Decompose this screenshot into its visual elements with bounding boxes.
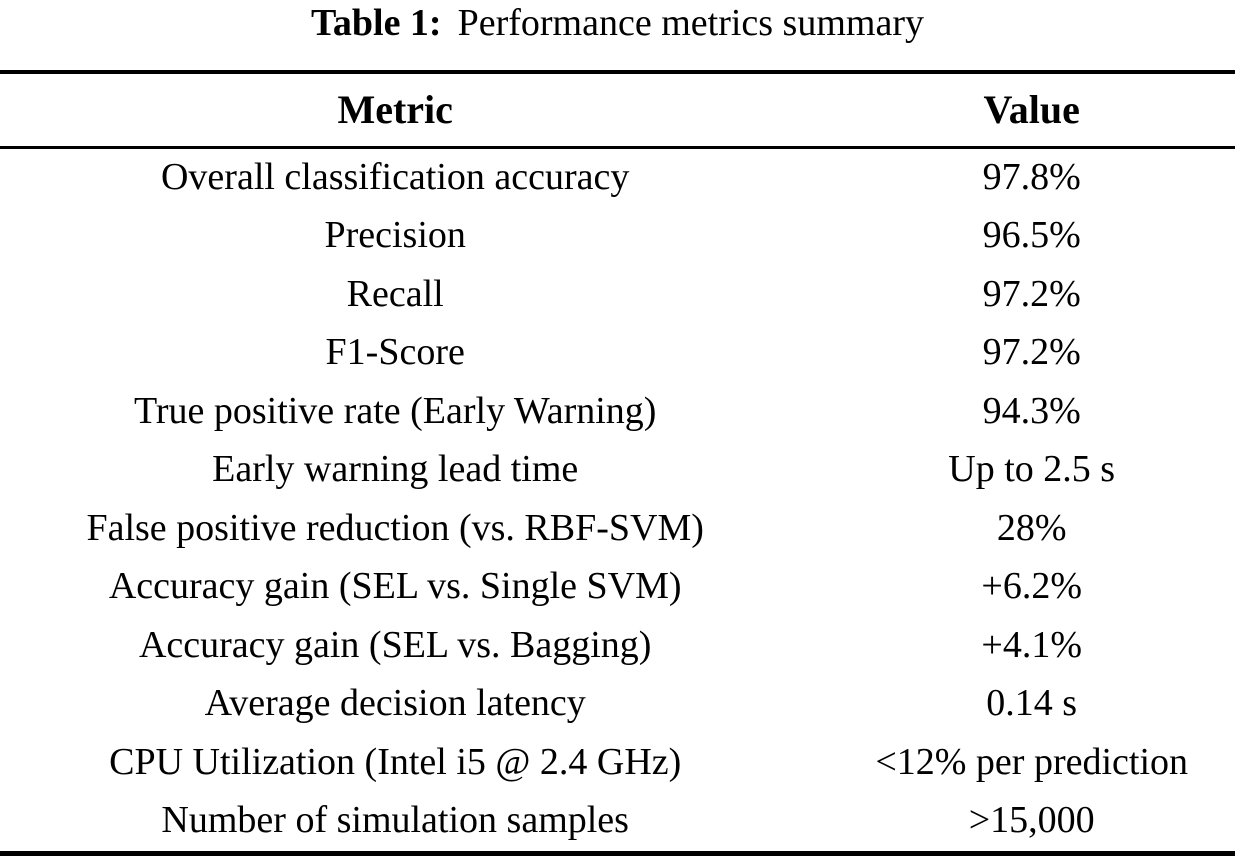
metric-cell: Recall bbox=[346, 272, 444, 315]
table-body: Overall classification accuracy 97.8% Pr… bbox=[0, 149, 1235, 851]
value-cell: 96.5% bbox=[982, 214, 1081, 257]
table-row: Number of simulation samples >15,000 bbox=[0, 792, 1235, 851]
value-cell: 94.3% bbox=[982, 389, 1081, 432]
metric-cell: False positive reduction (vs. RBF-SVM) bbox=[86, 506, 704, 549]
table-header-row: Metric Value bbox=[0, 74, 1235, 149]
metric-cell: Accuracy gain (SEL vs. Single SVM) bbox=[108, 565, 682, 608]
table-row: Early warning lead time Up to 2.5 s bbox=[0, 441, 1235, 500]
value-cell: 97.2% bbox=[982, 331, 1081, 374]
metric-cell: Accuracy gain (SEL vs. Bagging) bbox=[138, 623, 652, 666]
value-cell: 28% bbox=[996, 506, 1067, 549]
column-header-metric: Metric bbox=[337, 86, 453, 132]
metric-cell: True positive rate (Early Warning) bbox=[133, 389, 657, 432]
table-row: Overall classification accuracy 97.8% bbox=[0, 149, 1235, 208]
metric-cell: Early warning lead time bbox=[212, 448, 579, 491]
table-caption: Table 1: Performance metrics summary bbox=[0, 0, 1235, 46]
table-caption-label: Table 1: bbox=[311, 2, 442, 44]
value-cell: +6.2% bbox=[981, 565, 1082, 608]
table-row: Average decision latency 0.14 s bbox=[0, 675, 1235, 734]
performance-metrics-table: Metric Value Overall classification accu… bbox=[0, 69, 1235, 856]
table-row: False positive reduction (vs. RBF-SVM) 2… bbox=[0, 500, 1235, 559]
table-row: F1-Score 97.2% bbox=[0, 324, 1235, 383]
value-cell: Up to 2.5 s bbox=[948, 448, 1116, 491]
metric-cell: Overall classification accuracy bbox=[160, 155, 630, 198]
metric-cell: Precision bbox=[324, 214, 466, 257]
table-caption-text: Performance metrics summary bbox=[457, 2, 924, 44]
table-row: Accuracy gain (SEL vs. Bagging) +4.1% bbox=[0, 617, 1235, 676]
table-row: Recall 97.2% bbox=[0, 266, 1235, 325]
value-cell: 97.8% bbox=[982, 155, 1081, 198]
table-row: CPU Utilization (Intel i5 @ 2.4 GHz) <12… bbox=[0, 734, 1235, 793]
value-cell: >15,000 bbox=[968, 799, 1095, 842]
value-cell: <12% per prediction bbox=[875, 740, 1189, 783]
table-row: Precision 96.5% bbox=[0, 207, 1235, 266]
metric-cell: F1-Score bbox=[325, 331, 465, 374]
metric-cell: CPU Utilization (Intel i5 @ 2.4 GHz) bbox=[109, 740, 682, 783]
value-cell: +4.1% bbox=[981, 623, 1082, 666]
metric-cell: Average decision latency bbox=[204, 682, 586, 725]
table-row: True positive rate (Early Warning) 94.3% bbox=[0, 383, 1235, 442]
table-row: Accuracy gain (SEL vs. Single SVM) +6.2% bbox=[0, 558, 1235, 617]
column-header-value: Value bbox=[983, 86, 1080, 132]
value-cell: 97.2% bbox=[982, 272, 1081, 315]
value-cell: 0.14 s bbox=[986, 682, 1078, 725]
metric-cell: Number of simulation samples bbox=[161, 799, 629, 842]
